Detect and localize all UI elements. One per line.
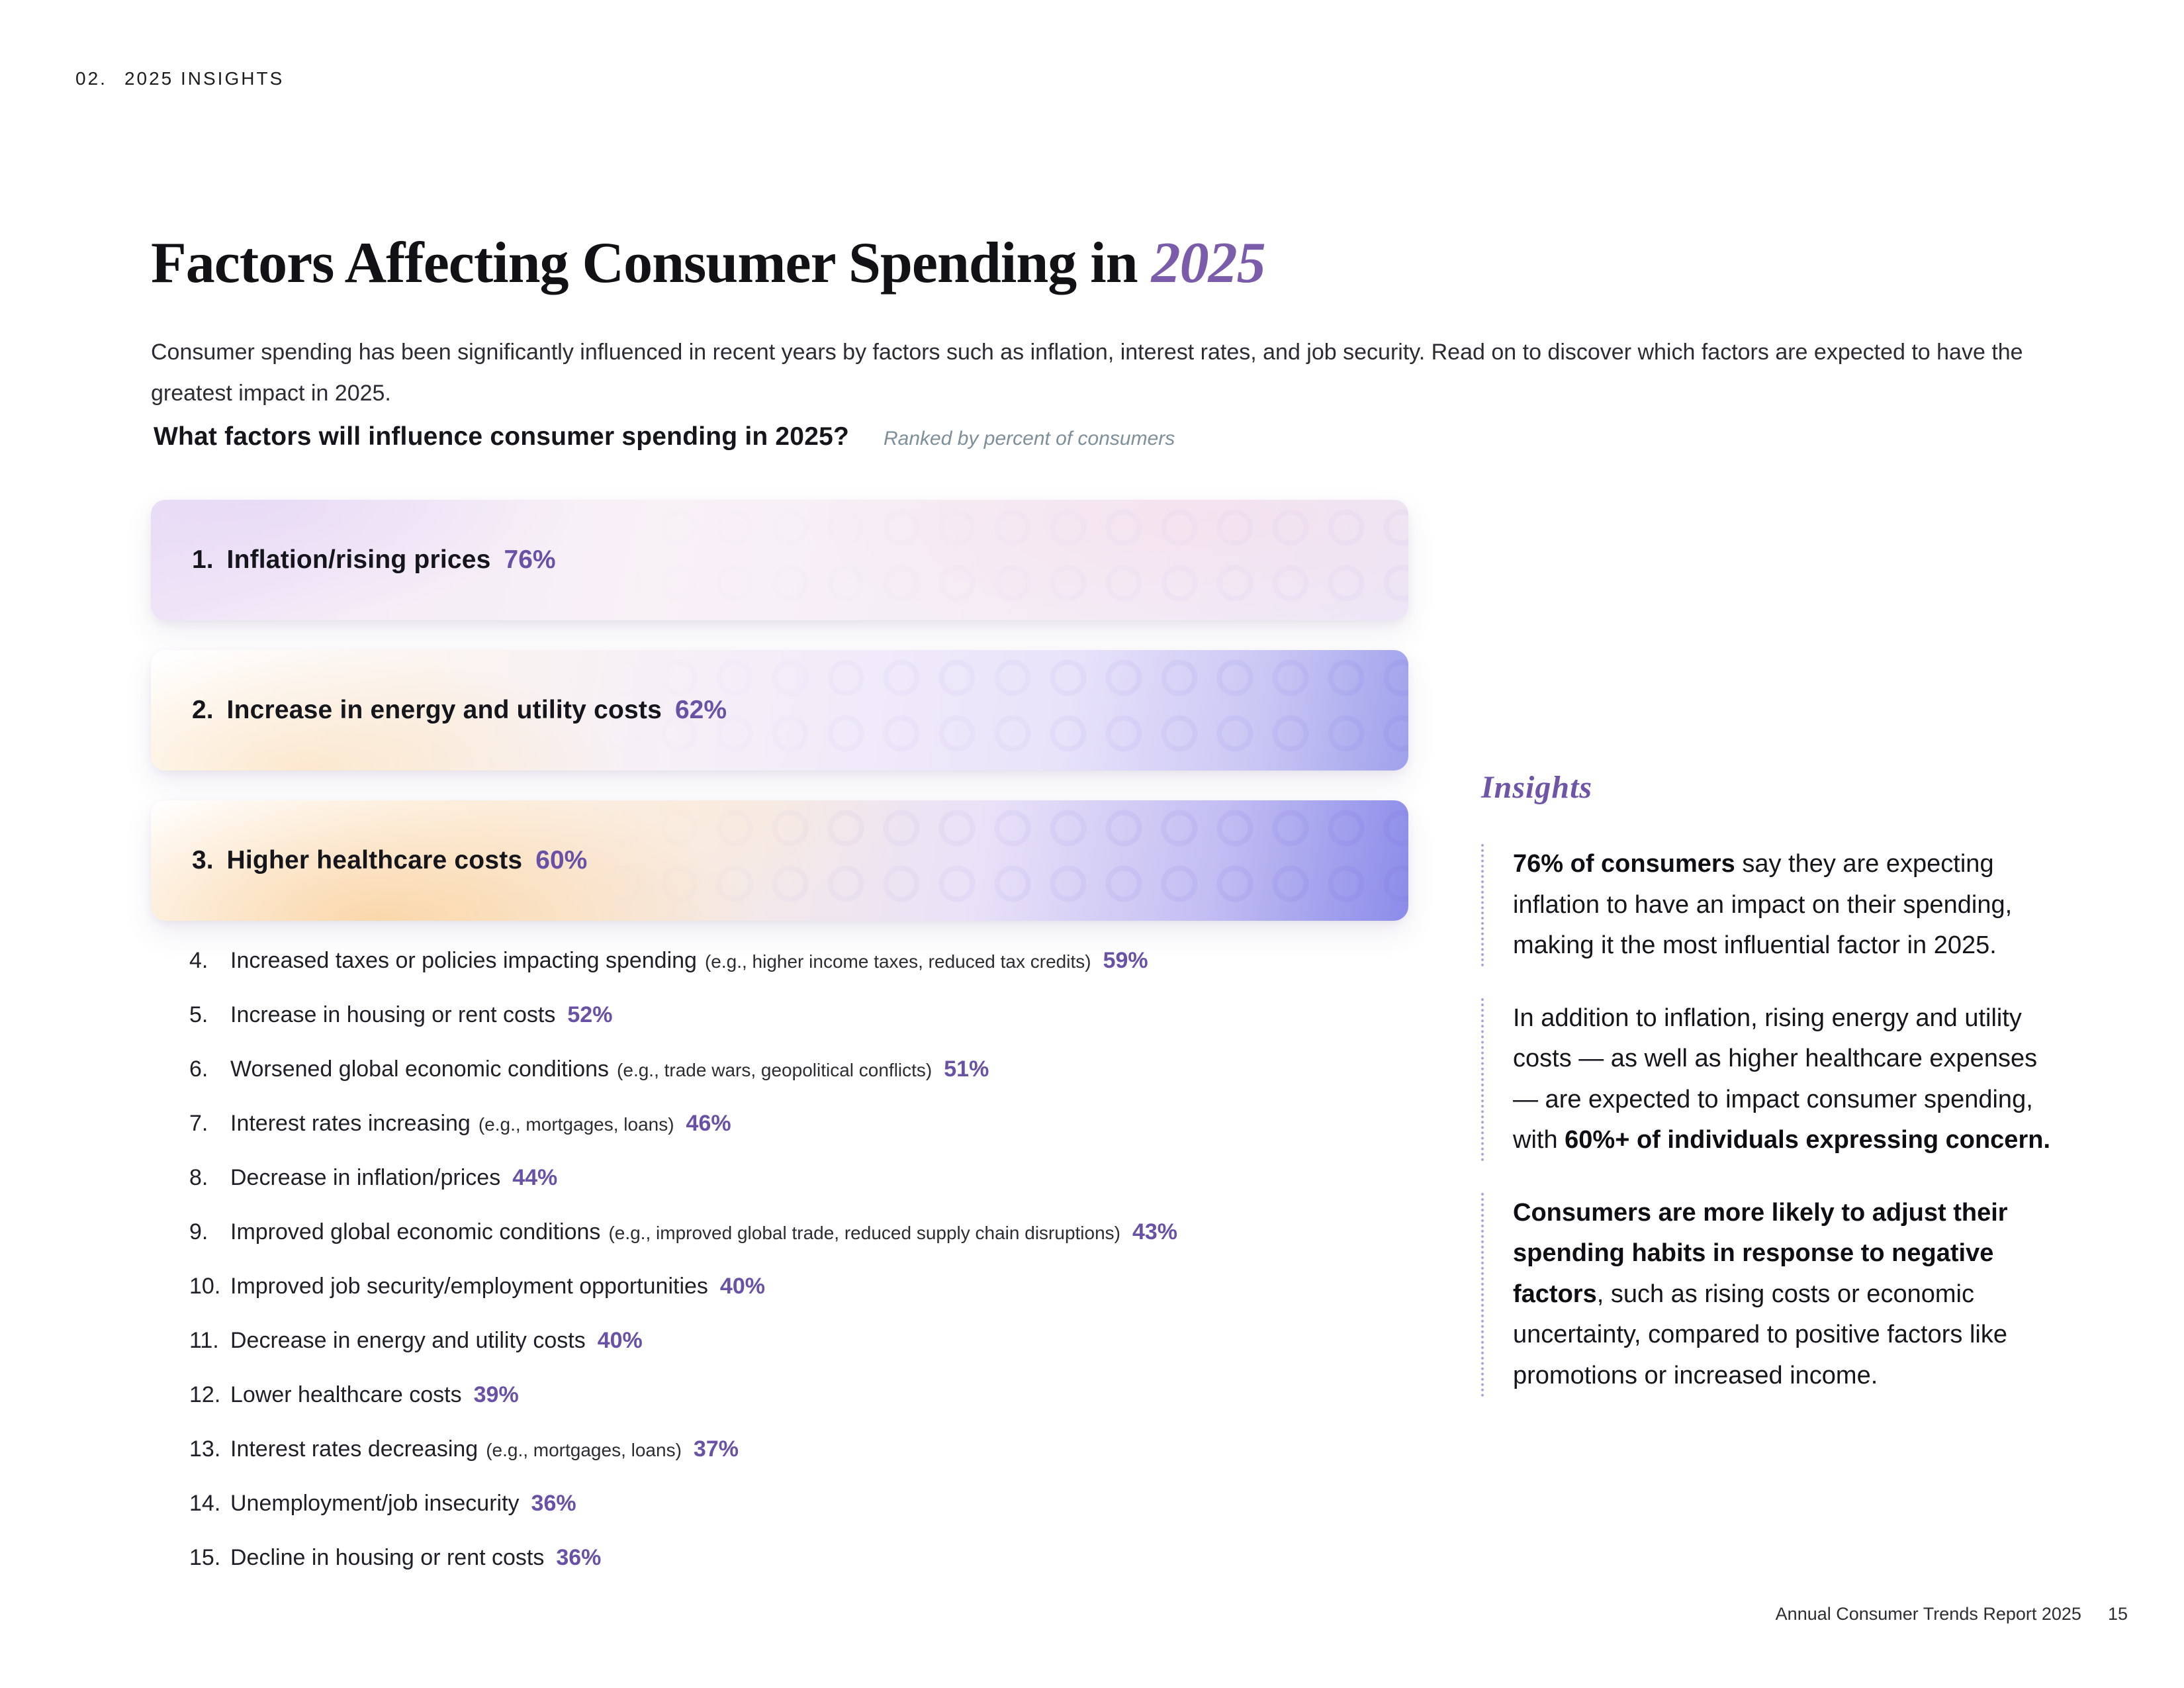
page-footer: Annual Consumer Trends Report 2025 15 (1776, 1604, 2128, 1624)
factor-name: Higher healthcare costs (226, 846, 523, 874)
factor-value: 36% (531, 1491, 576, 1516)
factor-row: 14. Unemployment/job insecurity 36% (189, 1491, 1177, 1517)
factor-bar-3: 3. Higher healthcare costs 60% (151, 800, 1408, 921)
factor-bar-1: 1. Inflation/rising prices 76% (151, 500, 1408, 620)
factor-rank: 7. (189, 1111, 208, 1136)
factor-name: Inflation/rising prices (226, 545, 491, 574)
factor-row: 4. Increased taxes or policies impacting … (189, 948, 1177, 974)
page-title-year: 2025 (1151, 230, 1266, 295)
factor-rank: 5. (189, 1002, 208, 1027)
section-label: 2025 INSIGHTS (124, 68, 285, 89)
factor-label: Worsened global economic conditions (230, 1056, 610, 1082)
factor-label: Decrease in inflation/prices (230, 1165, 501, 1190)
factor-label: Improved global economic conditions (230, 1219, 601, 1244)
intro-paragraph: Consumer spending has been significantly… (151, 340, 2023, 406)
factor-label: Unemployment/job insecurity (230, 1491, 520, 1516)
factor-bar-3-label: 3. Higher healthcare costs 60% (151, 846, 587, 875)
factor-rank: 14. (189, 1491, 221, 1516)
insight-paragraph: Consumers are more likely to adjust thei… (1481, 1192, 2062, 1397)
factor-value: 60% (535, 846, 588, 874)
factor-rank: 8. (189, 1165, 208, 1190)
factor-rank: 13. (189, 1436, 221, 1462)
insights-paragraphs: 76% of consumers say they are expecting … (1481, 844, 2062, 1397)
factor-row: 6. Worsened global economic conditions (e.… (189, 1056, 1177, 1082)
insight-text-bold: 60%+ of individuals expressing concern. (1565, 1126, 2050, 1154)
factor-label: Improved job security/employment opportu… (230, 1274, 708, 1299)
footer-page-number: 15 (2107, 1604, 2128, 1624)
factor-label: Increased taxes or policies impacting sp… (230, 948, 697, 973)
insight-paragraph: 76% of consumers say they are expecting … (1481, 844, 2062, 966)
insight-text-bold: 76% of consumers (1513, 850, 1735, 878)
factor-rank: 12. (189, 1382, 221, 1407)
factor-row: 5. Increase in housing or rent costs 52% (189, 1002, 1177, 1028)
factor-label: Lower healthcare costs (230, 1382, 462, 1407)
factor-rank: 11. (189, 1328, 219, 1353)
factor-value: 44% (512, 1165, 558, 1190)
factor-row: 15. Decline in housing or rent costs 36% (189, 1545, 1177, 1571)
footer-report-title: Annual Consumer Trends Report 2025 (1775, 1604, 2081, 1624)
factor-rank: 1. (192, 545, 214, 574)
factor-value: 76% (504, 545, 556, 574)
factor-row: 12. Lower healthcare costs 39% (189, 1382, 1177, 1408)
insights-panel: Insights 76% of consumers say they are e… (1481, 769, 2062, 1429)
chart-question: What factors will influence consumer spe… (154, 422, 850, 451)
factor-rank: 4. (189, 948, 208, 973)
factor-row: 9. Improved global economic conditions (e.… (189, 1219, 1177, 1245)
factor-bar-1-label: 1. Inflation/rising prices 76% (151, 545, 556, 575)
factor-name: Increase in energy and utility costs (226, 696, 662, 724)
chart-subtitle: Ranked by percent of consumers (884, 428, 1175, 449)
factor-label: Decline in housing or rent costs (230, 1545, 545, 1570)
factor-list: 4. Increased taxes or policies impacting … (189, 948, 1177, 1571)
factor-bar-2-label: 2. Increase in energy and utility costs … (151, 696, 727, 725)
insights-heading: Insights (1481, 770, 1593, 805)
factor-value: 37% (693, 1436, 739, 1462)
factor-row: 7. Interest rates increasing (e.g., mortga… (189, 1111, 1177, 1137)
section-number: 02. (75, 68, 107, 89)
insight-text: , such as rising costs or economic uncer… (1513, 1280, 2007, 1390)
section-eyebrow: 02. 2025 INSIGHTS (75, 68, 284, 89)
factor-row: 11. Decrease in energy and utility costs 4… (189, 1328, 1177, 1354)
factor-rank: 15. (189, 1545, 221, 1570)
factor-label: Increase in housing or rent costs (230, 1002, 556, 1027)
factor-row: 13. Interest rates decreasing (e.g., mortg… (189, 1436, 1177, 1462)
chart-header: What factors will influence consumer spe… (154, 422, 1175, 451)
page-title: Factors Affecting Consumer Spending in 2… (151, 230, 1266, 297)
factor-value: 52% (567, 1002, 613, 1027)
factor-value: 51% (944, 1056, 989, 1082)
factor-value: 40% (597, 1328, 643, 1353)
factor-row: 8. Decrease in inflation/prices 44% (189, 1165, 1177, 1191)
insight-text: say they are expecting inflation to have… (1513, 850, 2013, 960)
insight-text: In addition to inflation, rising energy … (1513, 1004, 2038, 1154)
factor-value: 62% (674, 696, 727, 724)
factor-value: 59% (1103, 948, 1148, 973)
factor-bar-2: 2. Increase in energy and utility costs … (151, 650, 1408, 771)
factor-rank: 6. (189, 1056, 208, 1082)
factor-rank: 9. (189, 1219, 208, 1244)
factor-rank: 10. (189, 1274, 221, 1299)
top-factor-bars: 1. Inflation/rising prices 76% 2. Increa… (151, 500, 1408, 921)
factor-value: 36% (556, 1545, 602, 1570)
factor-rank: 3. (192, 846, 214, 874)
factor-value: 40% (719, 1274, 765, 1299)
factor-detail: (e.g., mortgages, loans) (486, 1440, 682, 1460)
factor-detail: (e.g., mortgages, loans) (478, 1114, 674, 1135)
factor-label: Interest rates decreasing (230, 1436, 478, 1462)
factor-value: 43% (1132, 1219, 1178, 1244)
factor-detail: (e.g., higher income taxes, reduced tax … (704, 951, 1091, 972)
insight-paragraph: In addition to inflation, rising energy … (1481, 998, 2062, 1161)
factor-value: 39% (473, 1382, 519, 1407)
insight-text-bold: Consumers are more likely to adjust thei… (1513, 1198, 2008, 1308)
factor-rank: 2. (192, 696, 214, 724)
factor-detail: (e.g., improved global trade, reduced su… (608, 1223, 1120, 1243)
factor-detail: (e.g., trade wars, geopolitical conflict… (617, 1060, 933, 1080)
factor-label: Decrease in energy and utility costs (230, 1328, 586, 1353)
factor-row: 10. Improved job security/employment oppo… (189, 1274, 1177, 1299)
page-title-text: Factors Affecting Consumer Spending in (151, 230, 1138, 295)
factor-label: Interest rates increasing (230, 1111, 471, 1136)
factor-value: 46% (686, 1111, 731, 1136)
